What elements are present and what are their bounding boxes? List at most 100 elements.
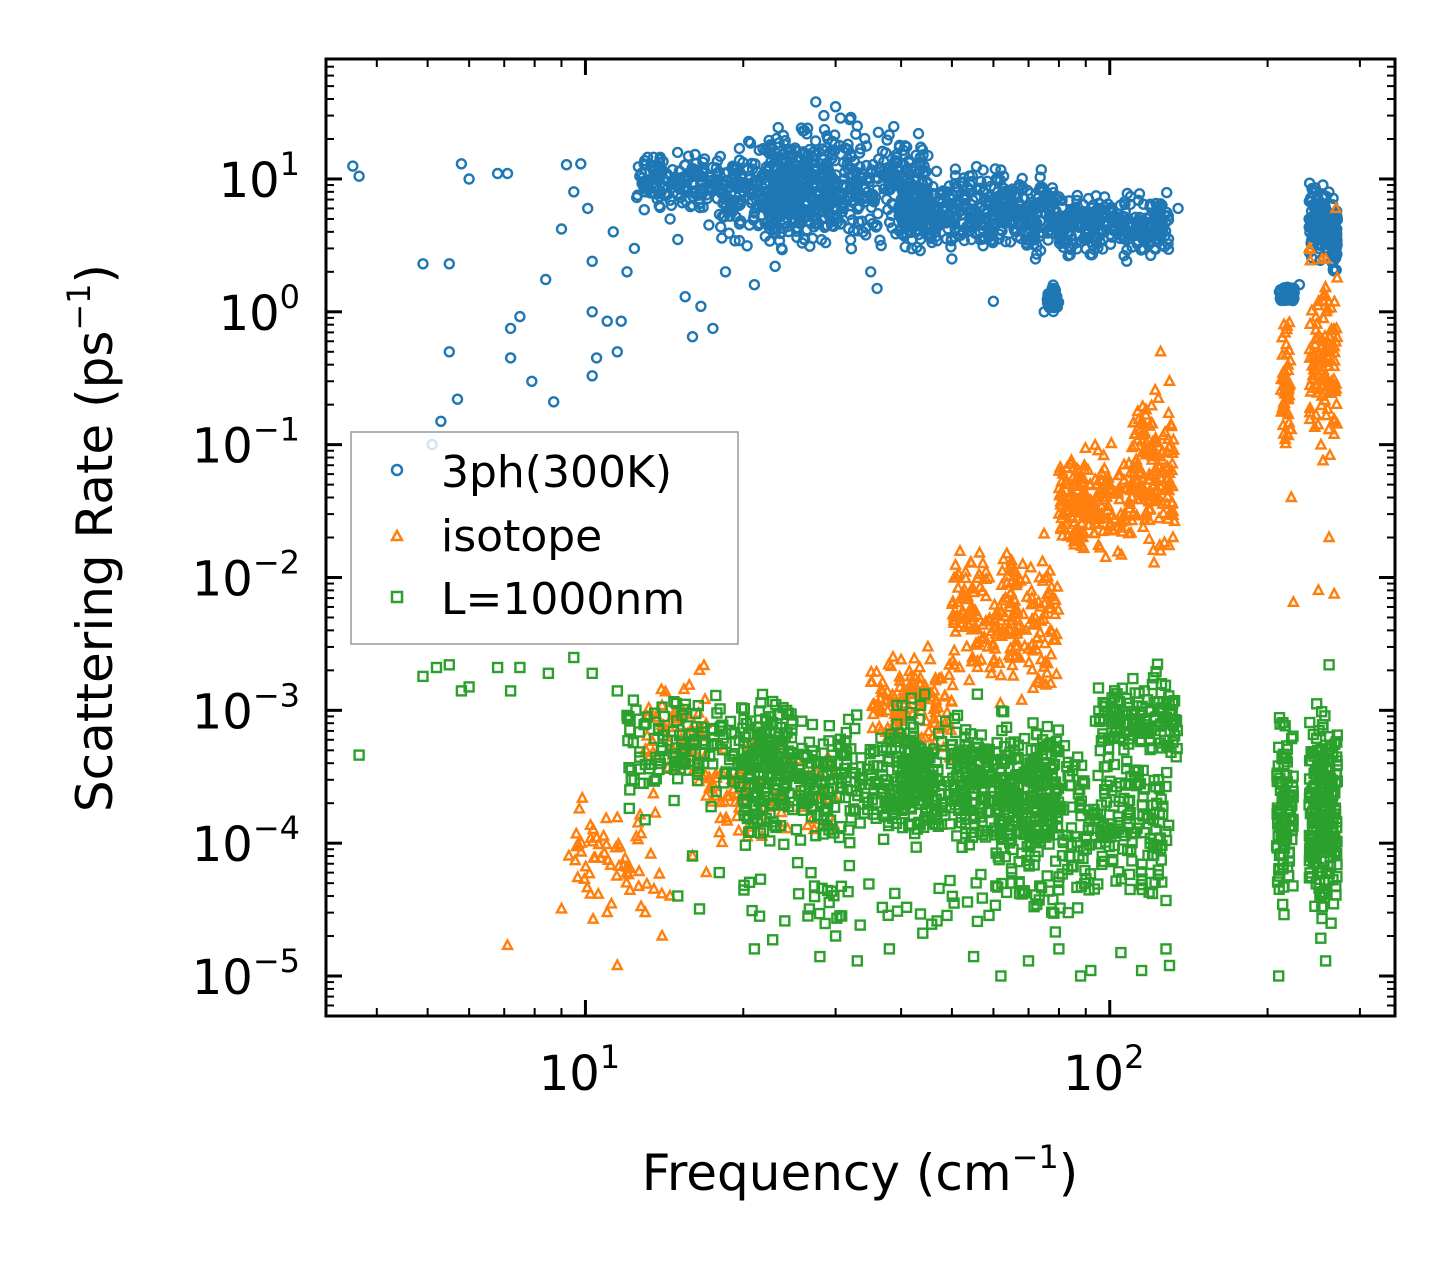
data-point <box>1324 341 1338 354</box>
data-point <box>1276 365 1290 378</box>
data-point <box>1115 946 1127 959</box>
data-point <box>1150 666 1162 678</box>
data-point <box>1110 725 1122 737</box>
data-point <box>1146 887 1159 900</box>
data-point <box>1003 191 1015 203</box>
data-point <box>637 777 649 790</box>
data-point <box>998 706 1010 718</box>
series-0 <box>347 96 1344 451</box>
data-point <box>696 721 708 733</box>
data-point <box>1323 659 1335 671</box>
data-point <box>1303 316 1317 329</box>
data-point <box>671 146 684 159</box>
data-point <box>934 192 946 205</box>
data-point <box>975 868 987 881</box>
data-point <box>809 203 821 215</box>
data-point <box>579 859 593 872</box>
data-point <box>1114 547 1128 560</box>
data-point <box>823 896 835 909</box>
data-point <box>1088 437 1102 450</box>
data-point <box>1016 847 1028 859</box>
data-point <box>1056 227 1069 239</box>
data-point <box>760 161 772 173</box>
data-point <box>894 652 908 665</box>
data-point <box>1073 850 1085 862</box>
data-point <box>1272 970 1285 982</box>
data-point <box>967 950 980 963</box>
data-point <box>923 652 937 665</box>
data-point <box>1092 537 1105 551</box>
data-point <box>864 664 878 677</box>
data-point <box>966 581 980 594</box>
data-point <box>971 214 983 227</box>
data-point <box>1158 209 1171 222</box>
data-point <box>1027 717 1039 729</box>
data-point <box>917 149 929 161</box>
data-point <box>1044 212 1056 225</box>
data-point <box>932 820 944 832</box>
data-point <box>1160 443 1174 457</box>
data-point <box>770 698 782 711</box>
data-point <box>918 730 932 743</box>
data-point <box>963 839 975 851</box>
data-point <box>905 707 917 719</box>
data-point <box>826 749 838 761</box>
data-point <box>1327 358 1341 372</box>
data-point <box>780 161 792 173</box>
data-point <box>1010 788 1022 801</box>
data-point <box>843 824 855 836</box>
data-point <box>798 748 810 760</box>
data-point <box>1071 194 1083 207</box>
data-point <box>976 892 988 904</box>
data-point <box>872 207 884 220</box>
data-point <box>807 800 819 812</box>
data-point <box>920 750 932 763</box>
data-point <box>667 725 680 737</box>
data-point <box>779 217 791 229</box>
data-point <box>947 754 960 766</box>
data-point <box>848 803 860 815</box>
data-point <box>1054 494 1068 507</box>
data-point <box>1089 235 1102 248</box>
data-point <box>1137 764 1149 777</box>
data-point <box>1022 655 1036 668</box>
data-point <box>1113 492 1126 505</box>
data-point <box>1162 819 1175 831</box>
data-point <box>1142 849 1154 861</box>
data-point <box>1113 795 1125 807</box>
data-point <box>877 833 890 845</box>
data-point <box>725 194 737 206</box>
data-point <box>1152 869 1165 881</box>
data-point <box>715 834 729 848</box>
data-point <box>582 866 596 879</box>
data-point <box>1139 407 1153 420</box>
data-point <box>1098 761 1111 773</box>
data-point <box>634 899 648 912</box>
data-point <box>1043 585 1057 598</box>
data-point <box>1053 459 1067 473</box>
data-point <box>624 784 636 796</box>
data-point <box>1025 744 1037 756</box>
data-point <box>944 874 956 887</box>
data-point <box>612 858 626 871</box>
data-point <box>1136 444 1149 458</box>
data-point <box>743 135 755 148</box>
data-point <box>1038 636 1052 649</box>
data-point <box>1288 282 1300 295</box>
data-point <box>995 970 1007 982</box>
data-point <box>676 196 688 209</box>
data-point <box>1005 553 1019 566</box>
data-point <box>1136 399 1150 412</box>
data-point <box>1314 437 1328 450</box>
data-point <box>599 837 613 850</box>
data-point <box>1315 932 1327 944</box>
data-point <box>1125 844 1137 856</box>
data-point <box>501 167 514 180</box>
data-point <box>1105 701 1117 714</box>
data-point <box>600 905 614 918</box>
data-point <box>1049 926 1062 938</box>
data-point <box>854 171 866 184</box>
data-point <box>1327 586 1341 599</box>
data-point <box>1071 201 1084 213</box>
data-point <box>430 661 443 674</box>
